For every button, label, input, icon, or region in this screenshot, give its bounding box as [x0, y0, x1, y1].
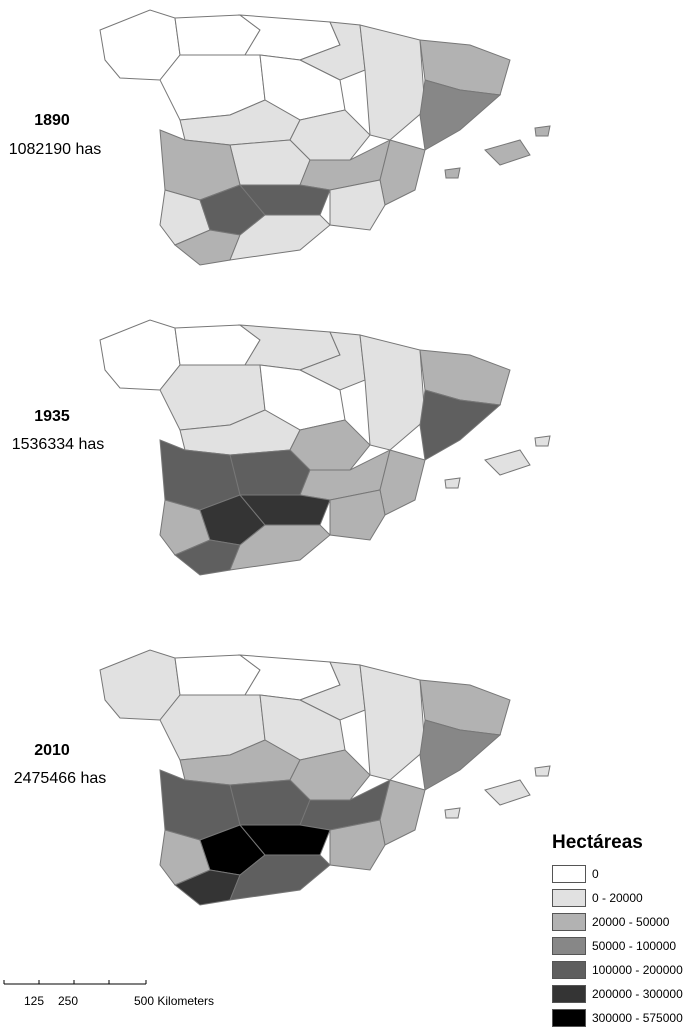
- map-panel-1935: 1935 1536334 has: [0, 310, 698, 610]
- region-murcia: [329, 179, 386, 231]
- area-label: 1082190 has: [8, 141, 102, 158]
- legend-swatch: [552, 1009, 586, 1027]
- region-murcia: [329, 489, 386, 541]
- legend-label: 20000 - 50000: [592, 915, 670, 929]
- region-catalonia_coast: [419, 719, 502, 791]
- map-panel-1890: 1890 1082190 has: [0, 0, 698, 300]
- scale-label-250: 250: [58, 994, 79, 1008]
- region-baleares: [444, 125, 551, 179]
- region-andalucia_e: [238, 494, 331, 526]
- region-catalonia_coast: [419, 79, 502, 151]
- legend-item: 0 - 20000: [552, 886, 698, 910]
- year-label: 1935: [34, 408, 70, 425]
- legend-label: 50000 - 100000: [592, 939, 677, 953]
- legend-item: 50000 - 100000: [552, 934, 698, 958]
- region-aragon: [359, 334, 426, 451]
- legend-swatch: [552, 865, 586, 883]
- legend-label: 0 - 20000: [592, 891, 643, 905]
- legend-label: 200000 - 300000: [592, 987, 683, 1001]
- legend-item: 100000 - 200000: [552, 958, 698, 982]
- legend-item: 20000 - 50000: [552, 910, 698, 934]
- spain-map-2010: [99, 649, 551, 906]
- legend-item: 0: [552, 862, 698, 886]
- scale-label-500: 500 Kilometers: [134, 994, 215, 1008]
- region-andalucia_e: [238, 184, 331, 216]
- area-label: 1536334 has: [11, 436, 105, 453]
- legend-swatch: [552, 961, 586, 979]
- scale-bar: 0 125 250 500 Kilometers: [0, 980, 214, 1010]
- scale-bar-line: [3, 980, 147, 985]
- spain-map-1935: [99, 319, 551, 576]
- legend-swatch: [552, 889, 586, 907]
- legend-swatch: [552, 985, 586, 1003]
- legend-label: 0: [592, 867, 599, 881]
- map-panel-2010: 2010 2475466 has: [0, 640, 698, 940]
- spain-map-1890: [99, 9, 551, 266]
- region-andalucia_se: [229, 854, 331, 901]
- region-baleares: [444, 765, 551, 819]
- area-label: 2475466 has: [13, 770, 107, 787]
- year-label: 2010: [34, 742, 70, 759]
- legend-items: 0 0 - 20000 20000 - 50000 50000 - 100000 100…: [552, 862, 698, 1030]
- region-baleares: [444, 435, 551, 489]
- legend-swatch: [552, 913, 586, 931]
- region-valencia: [379, 779, 426, 846]
- region-andalucia_se: [229, 524, 331, 571]
- region-catalonia_coast: [419, 389, 502, 461]
- region-valencia: [379, 139, 426, 206]
- region-aragon: [359, 24, 426, 141]
- region-valencia: [379, 449, 426, 516]
- region-murcia: [329, 819, 386, 871]
- scale-label-125: 125: [24, 994, 45, 1008]
- region-andalucia_e: [238, 824, 331, 856]
- legend: Hectáreas 0 0 - 20000 20000 - 50000 50000 -…: [552, 832, 698, 1030]
- year-label: 1890: [34, 112, 70, 129]
- legend-item: 200000 - 300000: [552, 982, 698, 1006]
- region-andalucia_se: [229, 214, 331, 261]
- legend-label: 300000 - 575000: [592, 1011, 683, 1025]
- region-aragon: [359, 664, 426, 781]
- legend-item: 300000 - 575000: [552, 1006, 698, 1030]
- legend-label: 100000 - 200000: [592, 963, 683, 977]
- legend-title: Hectáreas: [552, 832, 643, 853]
- legend-swatch: [552, 937, 586, 955]
